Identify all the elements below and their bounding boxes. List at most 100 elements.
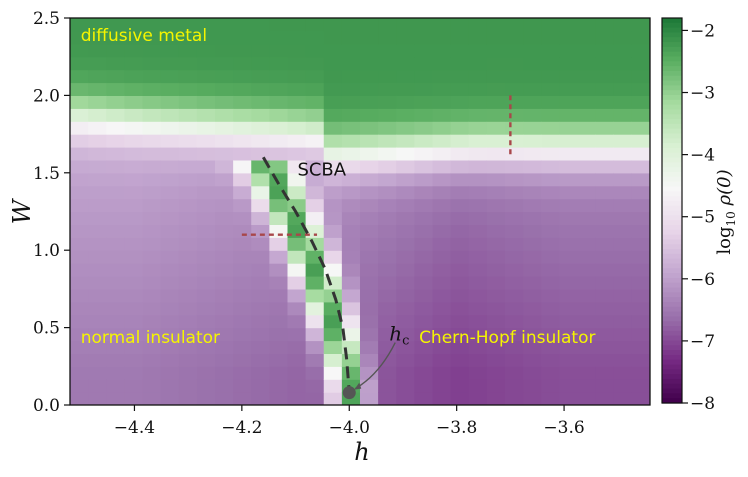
heatmap-cell	[577, 108, 597, 122]
heatmap-cell	[432, 95, 452, 109]
heatmap-cell	[124, 159, 144, 174]
heatmap-cell	[396, 185, 415, 200]
heatmap-cell	[631, 237, 650, 251]
heatmap-cell	[88, 301, 107, 316]
heatmap-cell	[70, 392, 89, 405]
heatmap-cell	[323, 366, 343, 380]
heatmap-cell	[196, 30, 216, 45]
heatmap-cell	[450, 288, 470, 303]
heatmap-cell	[287, 288, 307, 303]
heatmap-cell	[106, 288, 125, 303]
heatmap-cell	[124, 147, 144, 161]
heatmap-cell	[160, 121, 180, 135]
heatmap-cell	[287, 276, 307, 290]
heatmap-cell	[160, 43, 180, 58]
heatmap-cell	[305, 340, 325, 354]
colorbar-segment	[662, 354, 682, 361]
heatmap-cell	[251, 108, 270, 122]
heatmap-cell	[88, 327, 107, 342]
heatmap-cell	[505, 237, 524, 251]
heatmap-cell	[631, 288, 650, 303]
heatmap-cell	[124, 288, 144, 303]
heatmap-cell	[106, 353, 125, 367]
heatmap-cell	[196, 366, 216, 380]
heatmap-cell	[323, 121, 343, 135]
heatmap-cell	[233, 353, 252, 367]
heatmap-cell	[70, 108, 89, 122]
heatmap-cell	[142, 211, 162, 225]
heatmap-cell	[523, 263, 542, 277]
heatmap-cell	[414, 18, 434, 32]
heatmap-cell	[396, 237, 415, 251]
heatmap-cell	[595, 314, 615, 329]
heatmap-cell	[178, 82, 198, 96]
heatmap-cell	[269, 301, 289, 316]
heatmap-cell	[341, 108, 361, 122]
heatmap-cell	[486, 121, 506, 135]
heatmap-cell	[450, 340, 470, 354]
heatmap-cell	[414, 353, 434, 367]
heatmap-cell	[323, 18, 343, 32]
heatmap-cell	[486, 56, 506, 71]
heatmap-cell	[396, 43, 415, 58]
heatmap-cell	[142, 172, 162, 187]
heatmap-cell	[541, 250, 560, 264]
heatmap-cell	[124, 82, 144, 96]
heatmap-cell	[305, 121, 325, 135]
heatmap-cell	[142, 147, 162, 161]
heatmap-cell	[160, 379, 180, 393]
heatmap-cell	[124, 211, 144, 225]
colorbar-label: log10 ρ(0)	[714, 169, 738, 254]
heatmap-cell	[215, 108, 234, 122]
heatmap-cell	[341, 147, 361, 161]
colorbar-segment	[662, 205, 682, 212]
heatmap-cell	[505, 379, 524, 393]
heatmap-cell	[106, 327, 125, 342]
heatmap-cell	[396, 95, 415, 109]
heatmap-cell	[305, 327, 325, 342]
colorbar-segment	[662, 359, 682, 366]
heatmap-cell	[70, 82, 89, 96]
heatmap-cell	[251, 392, 270, 405]
heatmap-cell	[323, 147, 343, 161]
heatmap-cell	[505, 327, 524, 342]
heatmap-cell	[396, 288, 415, 303]
heatmap-cell	[396, 198, 415, 213]
heatmap-cell	[305, 314, 325, 329]
heatmap-cell	[196, 211, 216, 225]
heatmap-cell	[160, 108, 180, 122]
heatmap-cell	[88, 108, 107, 122]
heatmap-cell	[251, 56, 270, 71]
heatmap-cell	[414, 95, 434, 109]
colorbar-segment	[662, 196, 682, 202]
heatmap-cell	[160, 18, 180, 32]
heatmap-cell	[196, 263, 216, 277]
heatmap-cell	[142, 237, 162, 251]
heatmap-cell	[70, 172, 89, 187]
heatmap-cell	[414, 327, 434, 342]
colorbar-segment	[662, 143, 682, 149]
heatmap-cell	[468, 327, 488, 342]
heatmap-cell	[378, 69, 397, 84]
heatmap-cell	[523, 185, 542, 200]
heatmap-cell	[577, 134, 597, 148]
heatmap-cell	[305, 56, 325, 71]
heatmap-cell	[233, 340, 252, 354]
heatmap-cell	[505, 353, 524, 367]
colorbar-segment	[662, 350, 682, 356]
scba-curve	[262, 156, 351, 393]
heatmap-cell	[577, 43, 597, 58]
heatmap-cell	[486, 379, 506, 393]
heatmap-cell	[215, 159, 234, 174]
colorbar-segment	[662, 191, 682, 197]
heatmap-cell	[505, 224, 524, 238]
heatmap-cell	[215, 185, 234, 200]
heatmap-cell	[541, 43, 560, 58]
heatmap-cell	[323, 159, 343, 174]
colorbar: −2 −3 −4 −5 −6 −7 −8	[661, 17, 715, 414]
heatmap-cell	[88, 198, 107, 213]
heatmap-cell	[106, 211, 125, 225]
heatmap-cell	[360, 366, 379, 380]
heatmap-cell	[142, 314, 162, 329]
heatmap-cell	[251, 18, 270, 32]
